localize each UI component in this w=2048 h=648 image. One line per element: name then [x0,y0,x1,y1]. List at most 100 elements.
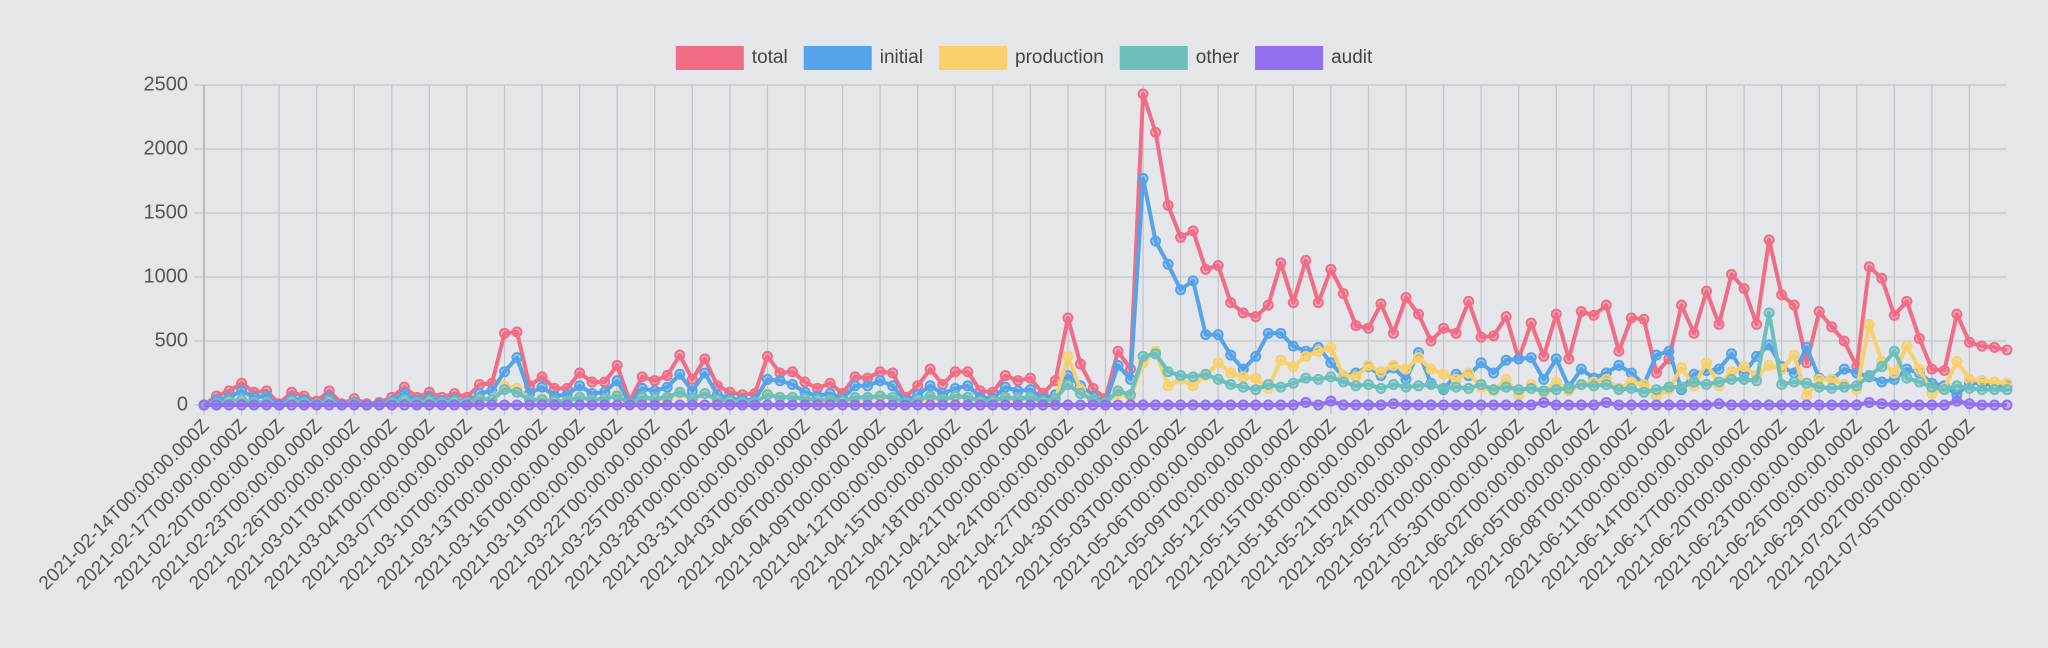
data-point [1250,350,1262,362]
data-point [1588,380,1600,392]
data-point [1625,312,1637,324]
data-point [824,377,836,389]
data-point [1212,399,1224,411]
data-point [1237,363,1249,375]
data-point [1300,396,1312,408]
data-point [1500,373,1512,385]
data-point [448,399,460,411]
data-point [1701,285,1712,297]
data-point [499,384,510,396]
data-point [1312,373,1324,385]
data-point [1287,297,1299,309]
data-point [1225,379,1237,391]
data-point [1438,382,1450,394]
data-point [1826,373,1838,385]
data-point [874,366,886,378]
data-point [1413,380,1425,392]
data-point [1237,399,1249,411]
y-tick-label: 2000 [144,137,189,159]
data-point [499,366,510,378]
data-point [524,399,536,411]
data-point [1150,399,1162,411]
data-point [1450,373,1462,385]
y-tick-label: 2500 [144,73,189,95]
data-point [1563,353,1575,365]
data-point [574,399,586,411]
data-point [749,399,761,411]
data-point [1813,373,1825,385]
data-point [812,399,824,411]
data-point [862,391,874,403]
data-point [1688,399,1700,411]
data-point [1538,350,1550,362]
data-point [1362,379,1374,391]
data-point [1488,367,1500,379]
data-point [1137,350,1149,362]
data-point [1525,382,1537,394]
data-point [1262,327,1274,339]
data-point [511,326,523,338]
data-point [1074,358,1086,370]
data-point [273,399,285,411]
data-point [674,349,686,361]
y-tick-label: 500 [155,329,188,351]
data-point [1275,354,1287,366]
data-point [1625,382,1637,394]
data-point [1738,373,1750,385]
data-point [1175,231,1187,243]
data-point [1738,361,1750,373]
data-point [1751,375,1763,387]
data-point [1162,380,1174,392]
data-point [1125,389,1137,401]
data-point [1438,368,1450,380]
data-point [1600,299,1612,311]
data-point [286,399,298,411]
data-point [1763,359,1775,371]
data-point [636,371,648,383]
data-point [1888,345,1900,357]
data-point [1625,367,1637,379]
data-point [236,399,248,411]
data-point [2001,384,2013,396]
data-point [1325,263,1337,275]
data-point [1350,371,1362,383]
data-point [962,391,974,403]
data-point [536,399,548,411]
data-point [611,399,623,411]
data-point [1988,399,2000,411]
data-point [999,381,1011,393]
data-point [223,399,235,411]
data-point [1375,399,1387,411]
y-tick-label: 1000 [144,265,189,287]
data-point [862,399,874,411]
data-point [1688,376,1700,388]
legend-label: total [752,47,788,68]
data-point [1851,380,1863,392]
data-point [1225,367,1237,379]
data-point [699,399,711,411]
data-point [1488,399,1500,411]
data-point [1688,327,1700,339]
data-point [1550,376,1562,388]
data-point [1012,399,1024,411]
data-point [1575,306,1587,318]
data-point [1851,399,1863,411]
data-point [1675,362,1687,374]
data-point [1187,380,1199,392]
data-point [636,399,648,411]
data-point [1525,352,1537,364]
data-point [1826,399,1838,411]
data-point [1513,353,1525,365]
data-point [1262,379,1274,391]
data-point [1726,399,1738,411]
data-point [1913,376,1925,388]
data-point [674,368,686,380]
data-point [1062,379,1074,391]
data-point [1237,381,1249,393]
data-point [1400,399,1412,411]
data-point [1438,322,1450,334]
data-point [211,399,223,411]
data-point [912,380,924,392]
data-point [1613,359,1625,371]
